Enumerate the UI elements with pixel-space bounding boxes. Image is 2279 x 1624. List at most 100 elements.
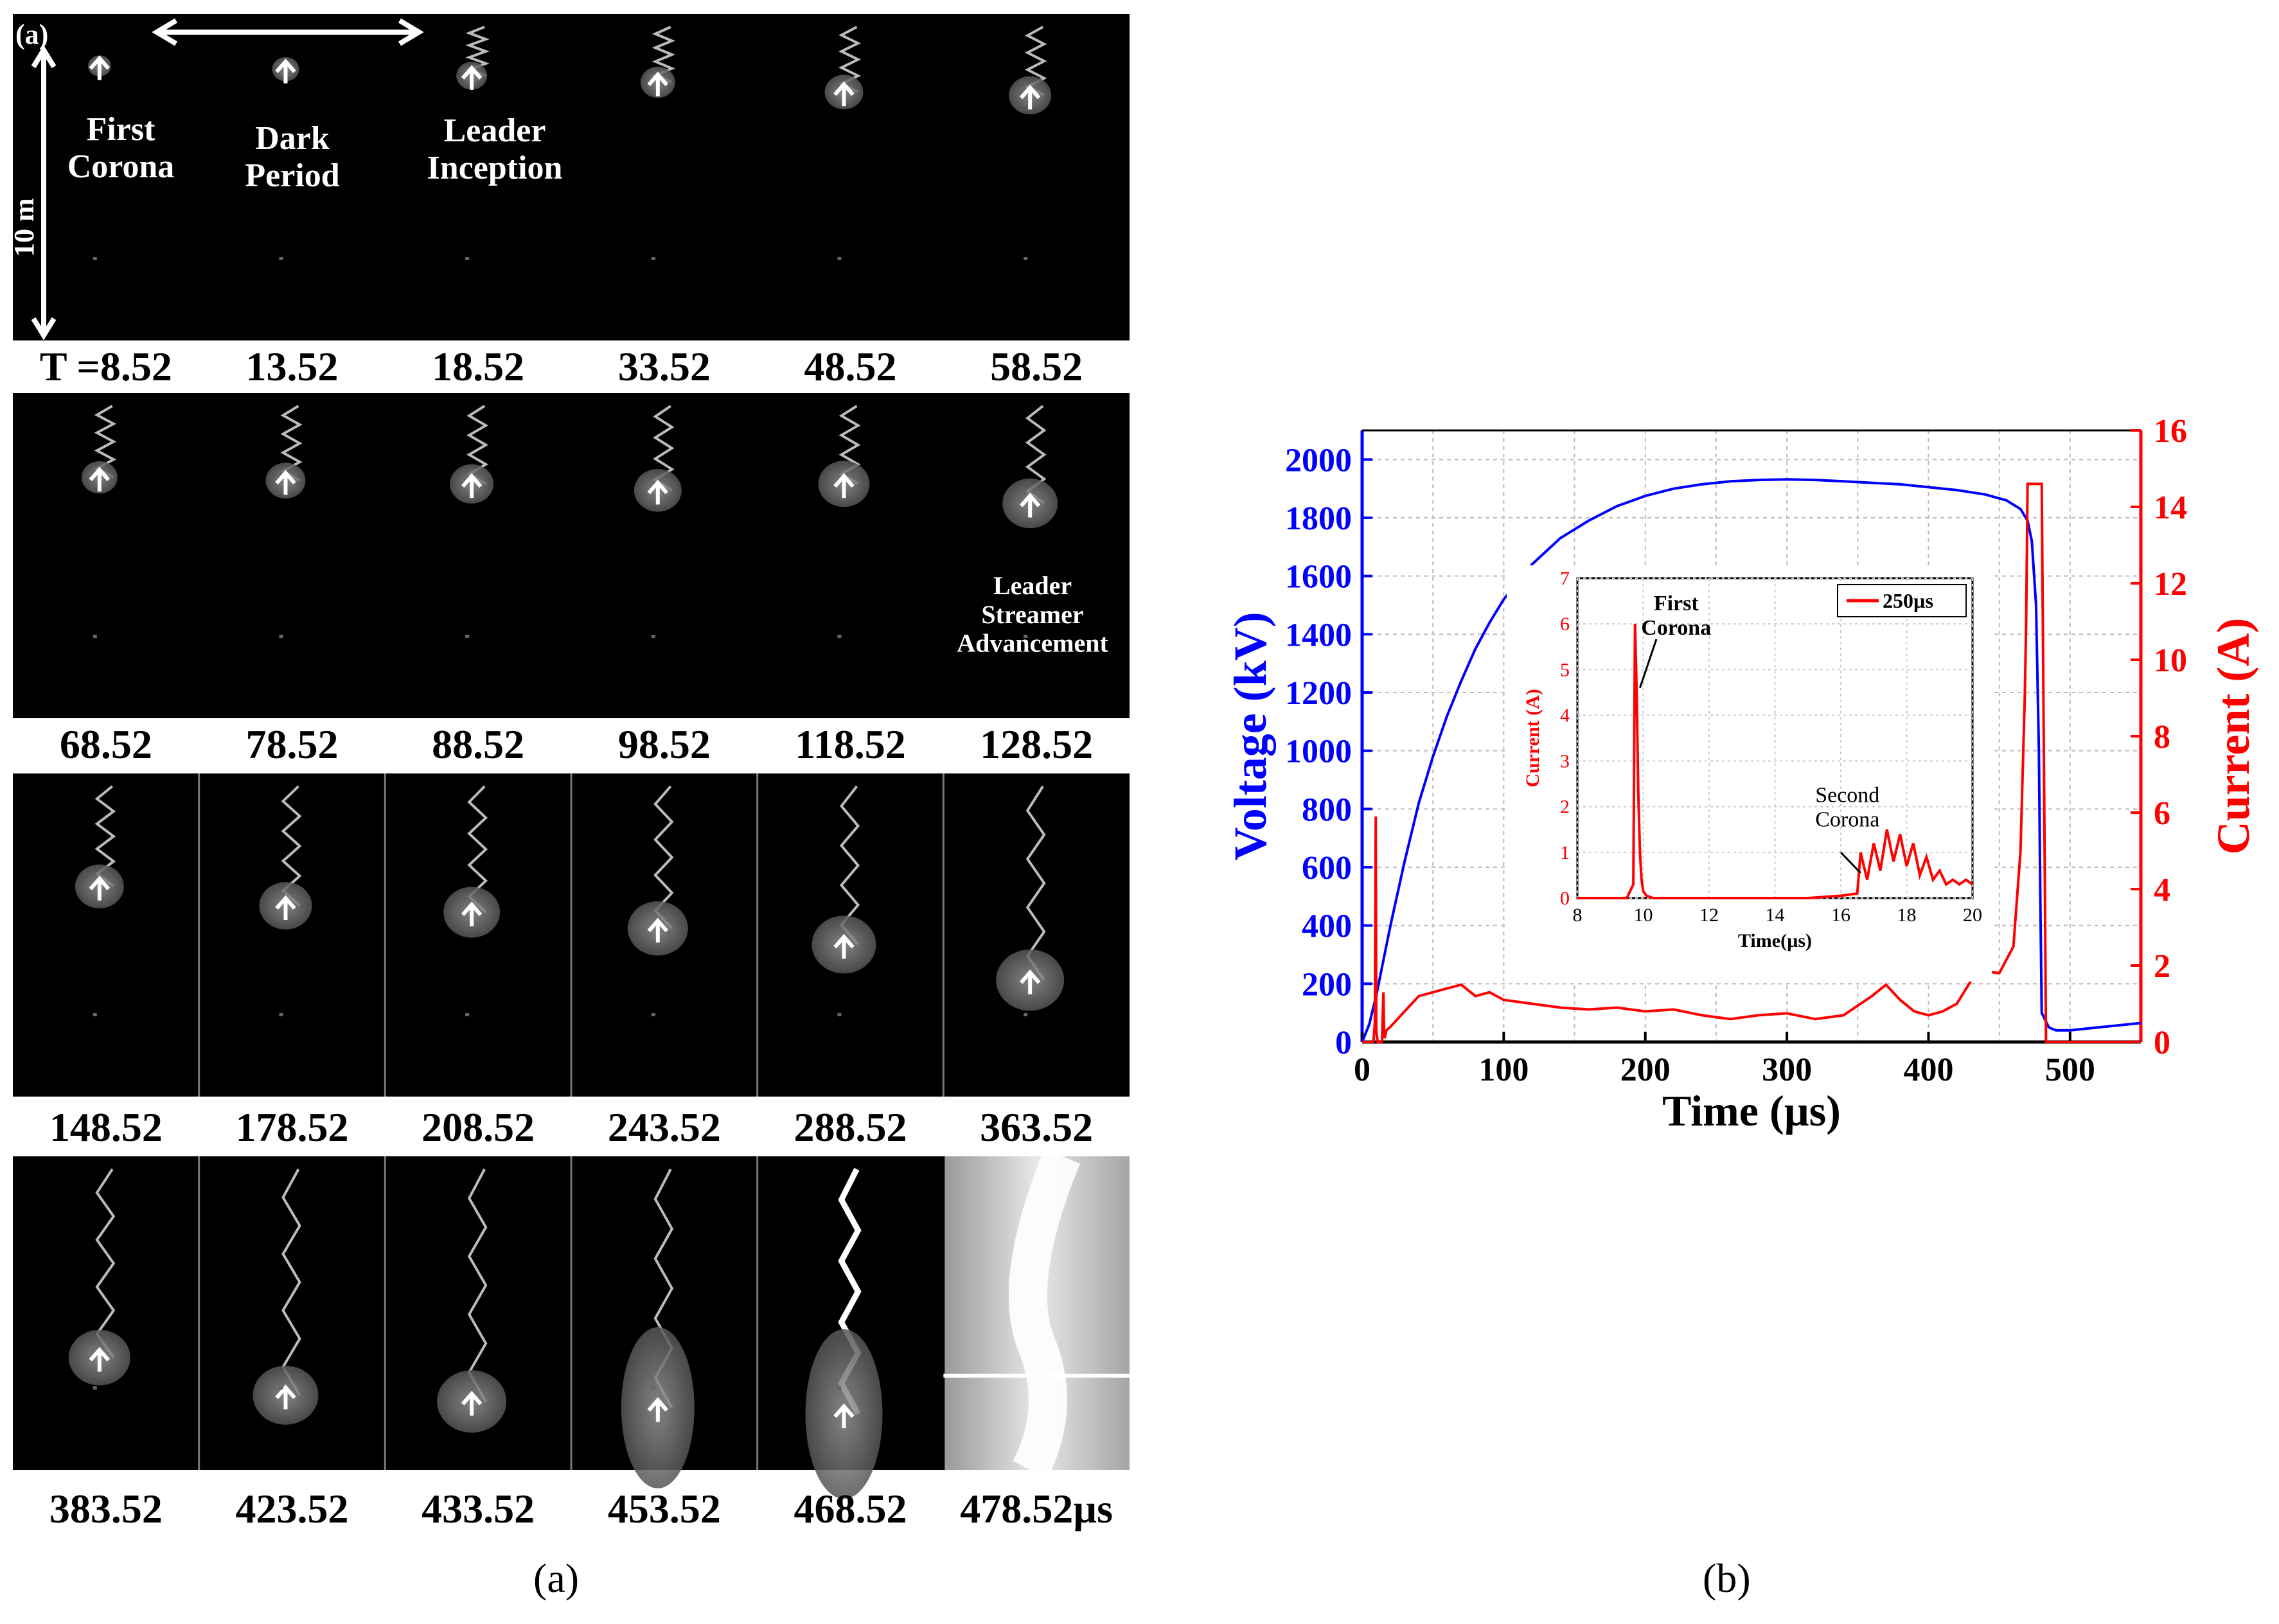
leader-streamer-label: Advancement <box>957 629 1108 658</box>
arrow-marker <box>1019 969 1041 994</box>
time-label: 478.52µs <box>960 1486 1113 1531</box>
arrow-marker <box>461 65 483 90</box>
y2-tick-label: 6 <box>2154 795 2170 832</box>
y2-tick-label: 12 <box>2154 566 2187 603</box>
frame-row-1 <box>13 14 1130 340</box>
inset-y-tick-label: 5 <box>1560 659 1570 680</box>
time-label: 363.52 <box>980 1104 1093 1150</box>
arrow-marker <box>89 55 111 80</box>
first-corona-pointer <box>1638 639 1658 689</box>
time-label: 243.52 <box>608 1104 721 1150</box>
time-label: 423.52 <box>236 1486 349 1531</box>
ground-dot <box>465 635 470 638</box>
arrow-marker <box>89 1346 111 1372</box>
inset-y-tick-label: 2 <box>1560 797 1570 818</box>
y-tick-label: 200 <box>1302 966 1352 1003</box>
time-label: 453.52 <box>608 1486 721 1531</box>
arrow-marker <box>833 1403 855 1429</box>
ground-dot <box>279 1386 283 1390</box>
arrow-marker <box>275 1384 296 1409</box>
ground-dot <box>1024 257 1028 260</box>
time-label: 383.52 <box>49 1486 163 1531</box>
inset-x-title: Time(µs) <box>1738 930 1812 951</box>
first-corona-label: Corona <box>67 148 175 185</box>
ground-dot <box>279 257 283 260</box>
ground-dot <box>651 1386 655 1390</box>
caption-a: (a) <box>533 1555 580 1601</box>
x-tick-label: 0 <box>1354 1052 1370 1088</box>
y2-tick-label: 16 <box>2154 413 2187 450</box>
time-label: 208.52 <box>421 1104 535 1150</box>
arrow-marker <box>275 58 296 84</box>
time-label: 48.52 <box>804 344 897 389</box>
ground-dot <box>279 635 283 638</box>
inset-x-tick-label: 14 <box>1766 905 1785 926</box>
second-corona-annotation: Second <box>1815 784 1879 808</box>
arrow-marker <box>461 1391 483 1416</box>
x-tick-label: 400 <box>1903 1052 1953 1088</box>
leader-streamer-label: Leader <box>993 571 1072 600</box>
series-current <box>1362 482 2141 1043</box>
ground-dot <box>465 1386 470 1390</box>
arc-channel <box>1008 1149 1080 1479</box>
y-tick-label: 1800 <box>1285 500 1352 537</box>
inset-y-tick-label: 6 <box>1560 613 1570 635</box>
dark-period-arrowheads <box>152 18 424 46</box>
first-corona-label: First <box>87 111 156 148</box>
inset-x-tick-label: 12 <box>1699 905 1719 926</box>
y-tick-label: 2000 <box>1285 442 1352 479</box>
leader-inception-label: Leader <box>444 112 546 149</box>
y-tick-label: 800 <box>1302 791 1352 828</box>
ground-dot <box>93 257 97 260</box>
inset-background <box>1507 565 1992 982</box>
ground-dot <box>837 1013 842 1016</box>
inset-y-title: Current (A) <box>1522 689 1543 788</box>
time-label: 18.52 <box>432 344 524 389</box>
inset-x-tick-label: 20 <box>1963 905 1982 926</box>
arrow-marker <box>1019 84 1041 110</box>
arrow-marker <box>461 901 483 927</box>
y-axis-title: Voltage (kV) <box>1225 612 1276 860</box>
y-tick-label: 600 <box>1302 850 1352 887</box>
panel-tag: (a) <box>15 19 48 50</box>
y2-tick-label: 0 <box>2154 1025 2170 1061</box>
ground-dot <box>1024 635 1028 638</box>
leader-streamer-label: Streamer <box>981 600 1083 629</box>
time-label: 98.52 <box>618 721 711 767</box>
x-tick-label: 500 <box>2045 1052 2095 1088</box>
inset-legend-label: 250µs <box>1883 589 1933 612</box>
time-label: 68.52 <box>60 721 152 767</box>
caption-b: (b) <box>1703 1555 1751 1601</box>
scale-bar-arrows <box>31 45 57 340</box>
y-tick-label: 1400 <box>1285 617 1352 653</box>
y2-tick-label: 10 <box>2154 642 2187 679</box>
ground-dot <box>465 1013 470 1016</box>
ground-dot <box>93 1386 97 1390</box>
x-axis-title: Time (µs) <box>1662 1086 1841 1135</box>
arrow-marker <box>89 876 111 901</box>
inset-y-tick-label: 1 <box>1560 842 1570 863</box>
leader-channel <box>1025 785 1046 981</box>
inset-x-tick-label: 10 <box>1634 905 1653 926</box>
inset-y-tick-label: 4 <box>1560 705 1570 726</box>
time-label: 128.52 <box>980 721 1093 767</box>
leader-channel <box>467 1169 488 1402</box>
ground-dot <box>93 635 97 638</box>
inset-x-tick-label: 8 <box>1573 905 1583 926</box>
leader-inception-label: Inception <box>427 150 563 186</box>
y2-tick-label: 8 <box>2154 719 2170 755</box>
y2-tick-label: 4 <box>2154 872 2170 908</box>
time-label: T =8.52 <box>40 344 172 389</box>
ground-dot <box>837 257 842 260</box>
scale-label: 10 m <box>8 198 40 257</box>
ground-dot <box>1024 1013 1028 1016</box>
x-tick-label: 200 <box>1620 1052 1671 1088</box>
y2-tick-label: 2 <box>2154 948 2170 985</box>
arrow-marker <box>647 1397 669 1422</box>
inset-x-tick-label: 18 <box>1897 905 1917 926</box>
voltage-current-chart: 0 100 200 300 400 500020040060080010001200140… <box>1225 413 2259 1135</box>
time-label: 88.52 <box>432 721 524 767</box>
ground-dot <box>93 1013 97 1016</box>
inset-series <box>1577 624 1974 899</box>
time-label: 178.52 <box>236 1104 349 1150</box>
